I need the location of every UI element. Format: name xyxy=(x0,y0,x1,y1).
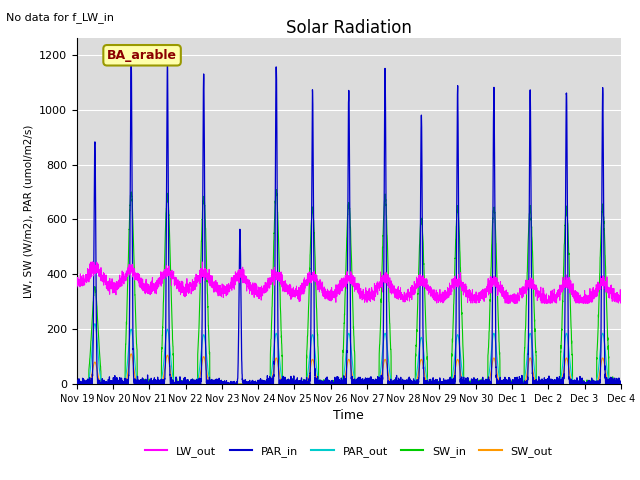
X-axis label: Time: Time xyxy=(333,409,364,422)
Y-axis label: LW, SW (W/m2), PAR (umol/m2/s): LW, SW (W/m2), PAR (umol/m2/s) xyxy=(24,124,33,298)
Text: No data for f_LW_in: No data for f_LW_in xyxy=(6,12,115,23)
Title: Solar Radiation: Solar Radiation xyxy=(286,19,412,37)
Text: BA_arable: BA_arable xyxy=(107,49,177,62)
Legend: LW_out, PAR_in, PAR_out, SW_in, SW_out: LW_out, PAR_in, PAR_out, SW_in, SW_out xyxy=(141,442,557,461)
